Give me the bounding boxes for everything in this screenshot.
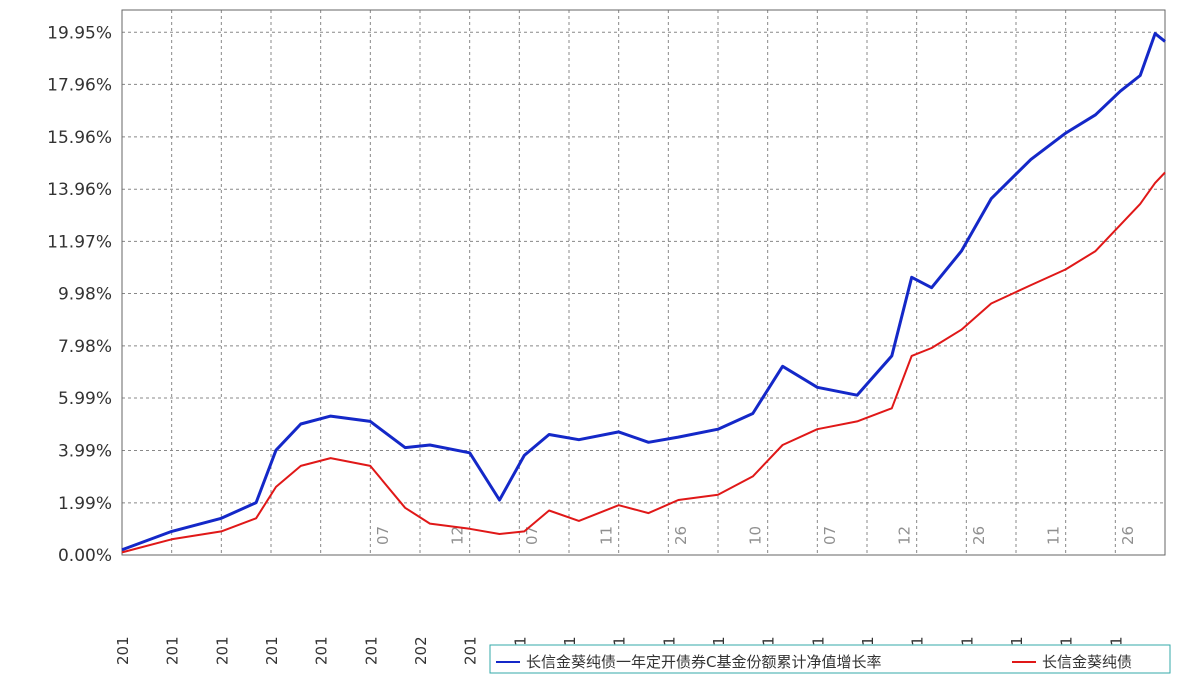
x-tick-label: 201: [313, 636, 331, 665]
x-tick-mid-label: 07: [523, 526, 541, 545]
legend-label-series-2: 长信金葵纯债: [1042, 653, 1132, 671]
plot-area-frame: [121, 9, 1166, 556]
x-tick-mid-label: 07: [374, 526, 392, 545]
x-tick-label: 202: [412, 636, 430, 665]
legend-label-series-1: 长信金葵纯债一年定开债券C基金份额累计净值增长率: [526, 653, 881, 671]
y-tick-label: 11.97%: [47, 232, 112, 252]
series-layer: [121, 32, 1166, 554]
x-tick-label: 201: [114, 636, 132, 665]
x-tick-label: 201: [362, 636, 380, 665]
x-tick-mid-label: 26: [970, 526, 988, 545]
series-line-2: [121, 171, 1166, 554]
y-tick-label: 17.96%: [47, 75, 112, 95]
x-tick-label: 201: [213, 636, 231, 665]
y-tick-label: 13.96%: [47, 180, 112, 200]
x-tick-mid-label: 07: [821, 526, 839, 545]
y-tick-label: 1.99%: [58, 494, 112, 514]
x-tick-mid-label: 11: [597, 526, 615, 545]
x-tick-mid-label: 11: [1044, 526, 1062, 545]
x-tick-mid-label: 26: [1119, 526, 1137, 545]
y-tick-label: 7.98%: [58, 337, 112, 357]
x-tick-label: 201: [164, 636, 182, 665]
x-tick-mid-label: 12: [895, 526, 913, 545]
legend: 长信金葵纯债一年定开债券C基金份额累计净值增长率 长信金葵纯债: [489, 644, 1171, 674]
x-tick-mid-label: 26: [672, 526, 690, 545]
y-axis-ticks: 19.95% 17.96% 15.96% 13.96% 11.97% 9.98% 7.98%…: [47, 23, 112, 566]
y-tick-label: 19.95%: [47, 23, 112, 43]
x-tick-label: 201: [462, 636, 480, 665]
y-tick-label: 3.99%: [58, 441, 112, 461]
y-tick-label: 15.96%: [47, 128, 112, 148]
y-tick-label: 9.98%: [58, 285, 112, 305]
legend-box: [489, 644, 1171, 674]
grid-lines: [121, 10, 1165, 556]
x-tick-mid-label: 10: [746, 526, 764, 545]
x-tick-label: 201: [263, 636, 281, 665]
y-tick-label: 0.00%: [58, 546, 112, 566]
x-axis-ticks: 2012012012012012012022012012012012012012…: [114, 526, 1137, 665]
x-tick-mid-label: 12: [448, 526, 466, 545]
series-line-1: [121, 32, 1166, 552]
y-tick-label: 5.99%: [58, 389, 112, 409]
